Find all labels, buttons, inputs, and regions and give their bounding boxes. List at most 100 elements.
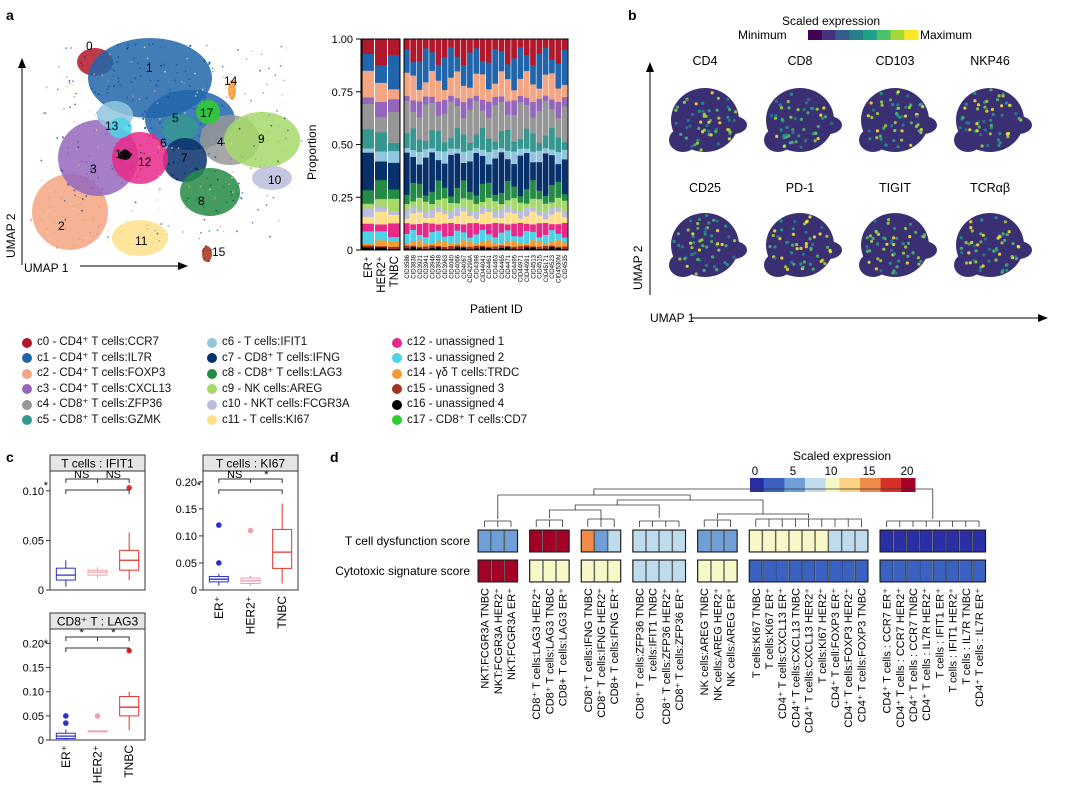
heatmap-cell xyxy=(815,560,829,582)
colorbar-d-segment xyxy=(832,478,840,492)
umap-y-label: UMAP 2 xyxy=(4,213,18,258)
marker-umap-1 xyxy=(764,88,842,152)
boxplot-category-label: ER⁺ xyxy=(59,745,73,768)
bar-patient-11 xyxy=(473,39,480,251)
legend-item-c16: c16 - unassigned 4 xyxy=(392,397,527,413)
legend-label: c12 - unassigned 1 xyxy=(407,336,505,348)
heatmap-cell xyxy=(946,560,960,582)
heatmap-cell xyxy=(828,560,842,582)
heatmap-group-frame xyxy=(529,529,570,553)
umap-cluster-c17 xyxy=(196,100,220,124)
bar-patient-0 xyxy=(404,39,410,251)
heatmap-cell xyxy=(504,530,518,552)
significance-label: * xyxy=(44,480,49,492)
heatmap-group-frame xyxy=(879,559,987,583)
heatmap-cell xyxy=(697,530,711,552)
bar-patient-14 xyxy=(492,39,499,251)
proportion-stacked-bar-chart: Proportion Patient ID 00.250.500.751.00 … xyxy=(305,34,569,316)
heatmap-cell xyxy=(906,530,920,552)
legend-label: c1 - CD4⁺ T cells:IL7R xyxy=(37,351,152,364)
significance-label: * xyxy=(111,627,116,639)
legend-swatch xyxy=(22,415,32,426)
legend-item-c1: c1 - CD4⁺ T cells:IL7R xyxy=(22,351,171,367)
colorbar-d-segment xyxy=(846,478,854,492)
bar-patient-4 xyxy=(429,39,435,251)
heatmap-cell xyxy=(906,560,920,582)
heatmap-cell xyxy=(672,530,686,552)
colorbar-b-segment xyxy=(835,30,850,40)
heatmap-cell xyxy=(932,560,946,582)
boxplot-ytick-label: 0.20 xyxy=(23,638,44,650)
significance-bracket xyxy=(97,636,130,641)
legend-item-c6: c6 - T cells:IFIT1 xyxy=(207,335,350,351)
heatmap-group-frame xyxy=(697,559,738,583)
colorbar-b-title: Scaled expression xyxy=(782,14,880,28)
heatmap-column-label: CD4⁺ T cells : IL7R ER⁺ xyxy=(974,588,986,707)
heatmap-column-label: CD4⁺ T cell:FOXP3 ER⁺ xyxy=(830,588,842,708)
bar-patient-22 xyxy=(542,39,549,251)
bar-subtype-1 xyxy=(375,39,387,251)
boxplot-ytick-label: 0 xyxy=(38,585,44,597)
cluster-number-10: 10 xyxy=(268,173,282,187)
heatmap-column-label: CD4⁺ T cells:CXCL13 HER2⁺ xyxy=(804,588,816,733)
legend-swatch xyxy=(207,415,217,426)
bar-patient-label: CID3946 xyxy=(430,254,436,278)
subtype-bars-frame xyxy=(361,38,401,251)
cluster-number-3: 3 xyxy=(90,162,97,176)
heatmap-cell xyxy=(880,530,894,552)
marker-umap-3 xyxy=(954,88,1032,152)
legend-item-c13: c13 - unassigned 2 xyxy=(392,351,527,367)
boxplot-ytick-label: 0.05 xyxy=(176,558,197,570)
bar-patient-10 xyxy=(467,39,473,251)
umap-cluster-c16 xyxy=(119,149,133,160)
colorbar-d-segment xyxy=(880,478,888,492)
legend-item-c4: c4 - CD8⁺ T cells:ZFP36 xyxy=(22,397,171,413)
heatmap-cell xyxy=(802,560,816,582)
legend-column-2: c6 - T cells:IFIT1 c7 - CD8⁺ T cells:IFNG… xyxy=(207,335,350,428)
heatmap-column-label: T cells : IFIT1 HER2⁺ xyxy=(948,588,960,693)
boxplot-box xyxy=(119,696,140,717)
bar-patient-9 xyxy=(460,39,467,251)
colorbar-b-segment xyxy=(821,30,836,40)
heatmap-column-label: CD4⁺ T cells : CCR7 TNBC xyxy=(908,588,920,722)
dendrogram-branch xyxy=(574,504,660,518)
bar-patient-21 xyxy=(536,39,543,251)
heatmap-group-frame xyxy=(748,559,869,583)
cluster-number-1: 1 xyxy=(146,61,153,75)
boxplot-ytick-label: 0.10 xyxy=(176,531,197,543)
panel-label-c: c xyxy=(6,449,14,465)
heatmap-cell xyxy=(802,530,816,552)
legend-swatch xyxy=(22,384,32,395)
b-x-arrowhead xyxy=(1038,314,1048,322)
bar-patient-7 xyxy=(448,39,454,251)
significance-bracket xyxy=(218,489,283,494)
dendrogram-branch xyxy=(593,488,934,519)
legend-label: c3 - CD4⁺ T cells:CXCL13 xyxy=(37,382,172,395)
bar-patient-18 xyxy=(517,39,524,251)
legend-swatch xyxy=(22,337,32,348)
boxplot-title: CD8⁺ T : LAG3 xyxy=(57,615,139,629)
colorbar-d-segment xyxy=(750,478,758,492)
umap-cluster-c10 xyxy=(252,166,292,190)
significance-label: * xyxy=(197,480,202,492)
cluster-number-12: 12 xyxy=(138,155,152,169)
bar-patient-8 xyxy=(454,39,461,251)
bar-patient-label: CID4513 xyxy=(531,254,537,278)
legend-label: c0 - CD4⁺ T cells:CCR7 xyxy=(37,336,159,348)
heatmap-cell xyxy=(854,560,868,582)
cluster-number-2: 2 xyxy=(58,219,65,233)
heatmap-cell xyxy=(504,560,518,582)
bar-patient-13 xyxy=(486,39,492,251)
colorbar-d-segment xyxy=(756,478,765,492)
heatmap-cell xyxy=(775,530,789,552)
heatmap-column-label: T cells:KI67 TNBC xyxy=(751,588,763,678)
significance-label: * xyxy=(44,638,49,650)
bar-patient-label: CID4465 xyxy=(500,254,506,278)
boxplot-category-label: HER2⁺ xyxy=(91,745,105,783)
boxplot-outlier xyxy=(126,485,132,491)
colorbar-d-segment xyxy=(784,478,792,492)
boxplot-title: T cells : IFIT1 xyxy=(61,457,134,471)
heatmap-column-label: CD8⁺ T cells:ZFP36 HER2⁺ xyxy=(661,588,673,725)
colorbar-d-segment xyxy=(811,478,820,492)
